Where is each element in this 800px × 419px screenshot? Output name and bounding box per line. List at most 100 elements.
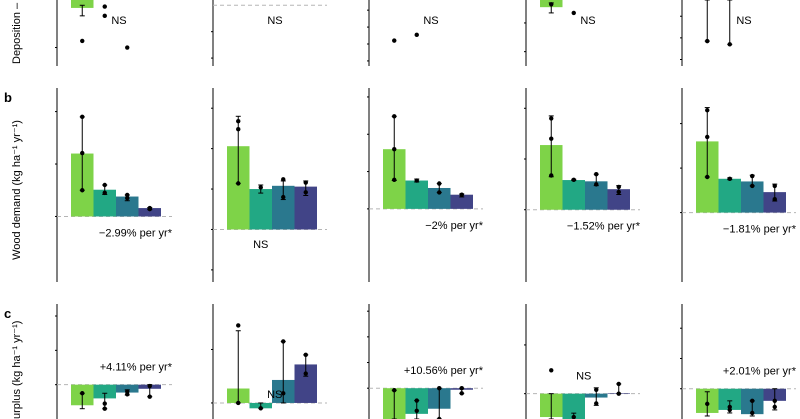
- panel-b5-annotation: −1.81% per yr*: [723, 224, 797, 236]
- panel-b5-point-3: [727, 176, 732, 181]
- panel-c5-point-2: [727, 407, 732, 413]
- panel-c3-point-0: [392, 388, 397, 393]
- panel-b3-annotation: −2% per yr*: [425, 220, 483, 232]
- panel-b5-ytick-label-2: 0: [669, 208, 675, 220]
- panel-b1-point-5: [125, 192, 130, 198]
- panel-b2-bar-0: [227, 146, 250, 230]
- panel-letter-b: b: [4, 90, 12, 105]
- panel-c2-bar-3: [294, 364, 317, 403]
- panel-c2-point-6: [303, 371, 308, 376]
- panel-a4-ytick-label-0: −10: [500, 18, 519, 30]
- panel-c4-bar-1: [562, 393, 585, 419]
- panel-a3-point-1: [414, 32, 419, 38]
- row-c-ylabel: urplus (kg ha⁻¹ yr⁻¹): [11, 321, 23, 419]
- panel-b3-point-6: [459, 192, 464, 197]
- panel-b4-point-7: [616, 189, 621, 195]
- panel-c5-ytick-label-1: 5: [669, 353, 675, 365]
- panel-a5-ytick-label-0: −4: [662, 11, 675, 23]
- panel-b5-point-5: [750, 183, 755, 189]
- panel-c1-ytick-label-1: 100: [32, 345, 50, 357]
- panel-c3-annotation: +10.56% per yr*: [404, 365, 484, 377]
- panel-a3-ytick-label-1: −10: [343, 22, 362, 34]
- panel-b2-ytick-label-1: 1.0: [191, 144, 206, 156]
- panel-c3-point-4: [437, 416, 442, 419]
- panel-b5: 10 5 0 −1.81% per yr*: [663, 88, 797, 282]
- panel-c1-bar-2: [116, 384, 139, 393]
- panel-b5-ytick-label-1: 5: [669, 163, 675, 175]
- panel-c5-ytick-label-0: 10: [663, 323, 675, 335]
- panel-b3-ytick-label-0: 75: [350, 92, 362, 104]
- panel-a5-annotation: NS: [736, 15, 751, 27]
- panel-c3-ytick-label-3: 0: [356, 383, 362, 395]
- panel-b3-point-4: [437, 181, 442, 186]
- panel-b4-ytick-label-1: 20: [507, 154, 519, 166]
- panel-a1-bar-0: [71, 0, 94, 8]
- panel-a3-ytick-label-2: −15: [343, 39, 362, 51]
- panel-b1-point-1: [80, 150, 85, 156]
- panel-b5-bar-2: [741, 181, 764, 213]
- panel-b3-ytick-label-2: 25: [350, 167, 362, 179]
- panel-c1-point-4: [125, 392, 130, 397]
- panel-c2-point-0: [236, 323, 241, 328]
- panel-b2-point-4: [281, 177, 286, 182]
- panel-b2-point-7: [303, 190, 308, 195]
- panel-b3-bar-2: [428, 187, 451, 209]
- panel-a3-annotation: NS: [423, 15, 438, 27]
- panel-b4-bar-2: [585, 181, 608, 210]
- panel-b3-point-1: [392, 146, 397, 152]
- panel-b2-ytick-label-4: −0.5: [184, 265, 206, 277]
- panel-b4-bar-3: [607, 189, 630, 210]
- panel-letter-c: c: [4, 306, 11, 321]
- panel-b5-bar-1: [718, 178, 741, 213]
- panel-b2-point-2: [236, 181, 241, 186]
- panel-b1-ytick-label-0: 200: [32, 107, 50, 119]
- panel-c5-point-5: [772, 398, 777, 404]
- panel-c2-point-1: [236, 400, 241, 406]
- panel-c5-point-3: [750, 398, 755, 404]
- panel-a1-annotation: NS: [111, 15, 126, 27]
- panel-b3-point-5: [437, 190, 442, 195]
- panel-c3-point-6: [459, 391, 464, 396]
- panel-c2-ytick-label-0: 1: [200, 344, 206, 356]
- panel-b1-point-6: [125, 195, 130, 201]
- panel-a5-ytick-label-2: −8: [662, 55, 675, 67]
- panel-b5-point-7: [772, 197, 777, 202]
- panel-b5-point-2: [705, 174, 710, 180]
- panel-b4-point-2: [549, 173, 554, 178]
- panel-b1-point-4: [102, 190, 107, 196]
- panel-b1-point-0: [80, 114, 85, 120]
- panel-c1-point-5: [147, 394, 152, 399]
- panel-b4-point-5: [594, 182, 599, 187]
- panel-c3-point-5: [459, 385, 464, 391]
- panels: −20 NS −1 −2 NS −5 −10 −15 −20 NS −10 −20 NS −4 −6 −8 NS…: [32, 0, 797, 419]
- panel-a1-point-2: [102, 4, 107, 9]
- panel-b4-annotation: −1.52% per yr*: [567, 221, 641, 233]
- panel-b1-point-2: [80, 188, 85, 193]
- panel-b3-point-0: [392, 114, 397, 119]
- panel-a3-ytick-label-0: −5: [349, 5, 362, 17]
- panel-c4-ytick-label-0: 25: [507, 340, 519, 352]
- panel-b4-point-4: [594, 172, 599, 177]
- panel-b1-bar-2: [116, 196, 139, 217]
- panel-b3-point-2: [392, 177, 397, 182]
- panel-b5-point-4: [750, 173, 755, 179]
- panel-c1-point-1: [102, 401, 107, 406]
- panel-b2: 1.5 1.0 0.5 0 −0.5 NS: [184, 88, 327, 282]
- panel-a2-ytick-label-1: −2: [193, 53, 206, 65]
- panel-c2: 1 0 NS: [200, 304, 327, 419]
- panel-b1-ytick-label-1: 100: [32, 159, 50, 171]
- panel-b1-annotation: −2.99% per yr*: [99, 227, 173, 239]
- panel-b3-bar-3: [450, 194, 473, 209]
- panel-a2-ytick-label-0: −1: [193, 27, 206, 39]
- panel-c1-point-6: [147, 383, 152, 389]
- panel-b5-ytick-label-0: 10: [663, 119, 675, 131]
- panel-b2-point-1: [236, 127, 241, 132]
- panel-b3: 75 50 25 0 −2% per yr*: [350, 88, 484, 282]
- panel-b2-bar-2: [272, 185, 295, 230]
- panel-a4: −10 −20 NS: [500, 0, 596, 66]
- panel-a2-annotation: NS: [267, 15, 282, 27]
- row-b-ylabel: Wood demand (kg ha⁻¹ yr⁻¹): [11, 120, 23, 260]
- panel-b2-point-6: [303, 180, 308, 185]
- panel-b5-point-1: [705, 134, 710, 140]
- panel-a5-point-0: [705, 38, 710, 44]
